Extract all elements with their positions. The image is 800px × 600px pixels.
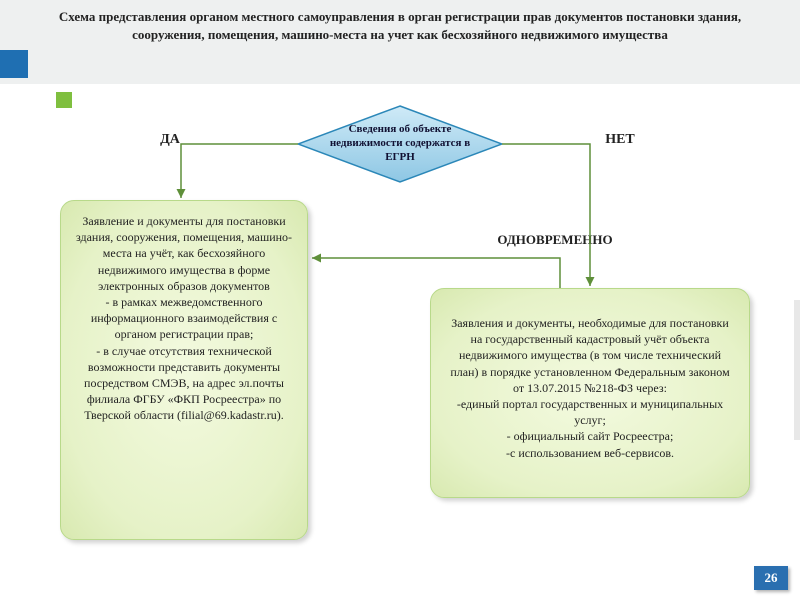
box-left-text: Заявление и документы для постановки зда… <box>75 213 293 423</box>
page-number-badge: 26 <box>754 566 788 590</box>
box-right-text: Заявления и документы, необходимые для п… <box>445 301 735 461</box>
deco-right-strip <box>794 300 800 440</box>
box-right: Заявления и документы, необходимые для п… <box>430 288 750 498</box>
box-left: Заявление и документы для постановки зда… <box>60 200 308 540</box>
